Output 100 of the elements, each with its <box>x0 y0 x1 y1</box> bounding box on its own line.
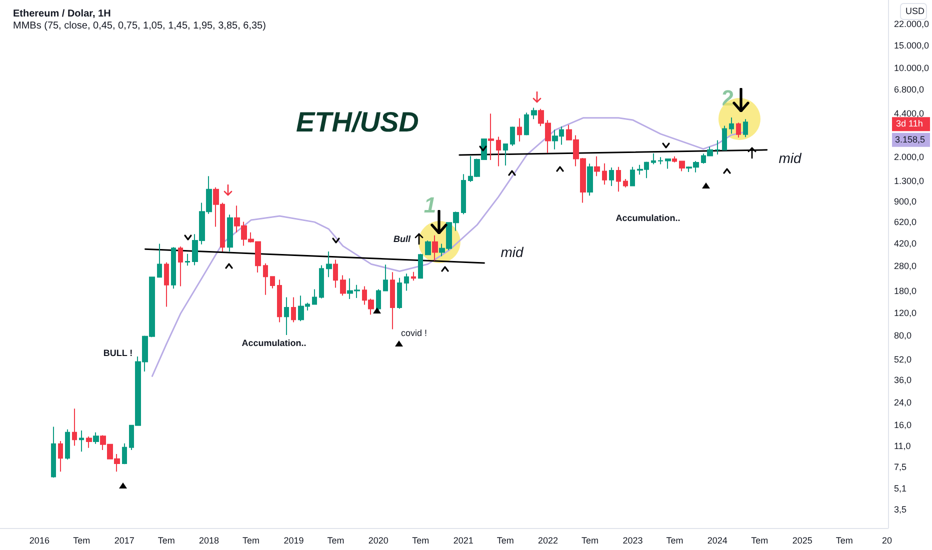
x-tick-label: 2017 <box>114 536 134 546</box>
text: USD <box>906 6 925 16</box>
candlestick <box>72 408 77 446</box>
candlestick <box>270 276 275 289</box>
candlestick <box>263 262 268 296</box>
y-tick-label: 420,0 <box>894 238 916 249</box>
candlestick <box>461 174 466 215</box>
candlestick <box>171 246 176 290</box>
candlestick <box>86 436 92 448</box>
x-tick-label: Tem <box>751 536 768 546</box>
y-tick-label: 16,0 <box>894 420 912 430</box>
x-tick-label: 2018 <box>199 536 220 546</box>
candlestick <box>510 126 515 146</box>
candlestick <box>65 428 70 460</box>
candlestick <box>284 296 289 336</box>
y-tick-label: 4.400,0 <box>894 108 924 118</box>
candlestick <box>722 125 727 151</box>
candlestick <box>531 107 537 120</box>
candlestick <box>609 167 614 186</box>
candlestick <box>122 442 127 465</box>
candlestick <box>623 178 628 188</box>
candlestick <box>340 274 346 296</box>
candlestick <box>425 240 431 256</box>
annotation: ETH/USD <box>296 106 419 138</box>
text: 3.158,5 <box>895 134 926 144</box>
text: Ethereum / Dolar, 1H <box>13 8 111 20</box>
y-tick-label: 6.800,0 <box>894 84 924 94</box>
candlestick <box>736 122 741 138</box>
y-tick-label: 15.000,0 <box>894 40 930 50</box>
candlestick <box>587 163 593 196</box>
y-tick-label: 3,5 <box>894 504 906 514</box>
candlestick <box>397 277 402 310</box>
candlestick <box>503 143 508 166</box>
candlestick <box>679 160 685 172</box>
candlestick <box>93 432 99 444</box>
annotation: mid <box>500 244 524 260</box>
y-tick-label: 24,0 <box>894 398 912 408</box>
y-tick-label: 1.300,0 <box>894 176 924 186</box>
candlestick <box>594 156 600 177</box>
y-tick-label: 180,0 <box>894 286 916 296</box>
x-tick-label: 2023 <box>622 536 643 546</box>
candlestick <box>178 246 183 287</box>
y-tick-label: 52,0 <box>894 354 912 365</box>
annotation: 1 <box>424 192 436 218</box>
annotation: BULL ! <box>103 348 133 358</box>
candlestick <box>496 136 501 167</box>
x-tick-label: Tem <box>242 536 260 546</box>
candlestick <box>326 251 332 278</box>
y-tick-label: 2.000,0 <box>894 152 924 162</box>
y-tick-label: 280,0 <box>894 261 916 272</box>
x-tick-label: Tem <box>582 536 599 546</box>
y-tick-label: 80,0 <box>894 330 912 341</box>
candlestick <box>658 156 663 165</box>
candlestick <box>411 271 416 282</box>
candlestick <box>333 259 338 288</box>
y-tick-label: 900,0 <box>894 196 916 206</box>
candlestick <box>164 262 169 308</box>
annotation: Accumulation.. <box>242 338 306 348</box>
x-tick-label: 2024 <box>707 536 728 546</box>
candlestick <box>672 156 677 163</box>
candlestick <box>291 296 296 323</box>
candlestick <box>51 426 56 478</box>
text: MMBs (75, close, 0,45, 0,75, 1,05, 1,45, 1,95, 3,85, 6,35) <box>13 20 266 32</box>
candlestick <box>517 118 522 142</box>
x-tick-label: Tem <box>496 536 514 546</box>
x-tick-label: 2025 <box>792 536 812 546</box>
y-tick-label: 120,0 <box>894 308 916 318</box>
x-tick-label: 2016 <box>29 536 50 546</box>
y-tick-label: 22.000,0 <box>894 19 930 30</box>
annotation: mid <box>778 150 802 166</box>
text: 3d 11h <box>896 118 923 129</box>
candlestick <box>383 264 388 292</box>
y-tick-label: 7,5 <box>894 462 906 472</box>
annotation: covid ! <box>400 328 428 338</box>
x-tick-label: Tem <box>327 536 344 546</box>
x-tick-label: 2022 <box>538 536 558 546</box>
candlestick <box>390 272 395 330</box>
candlestick <box>277 279 282 323</box>
candlestick <box>715 140 720 155</box>
candlestick <box>404 273 409 292</box>
candlestick <box>630 166 635 186</box>
x-tick-label: Tem <box>412 536 430 546</box>
candlestick <box>524 112 529 136</box>
candlestick <box>58 440 63 472</box>
candlestick <box>185 253 190 266</box>
x-tick-label: 20 <box>882 536 892 546</box>
candlestick <box>312 288 317 306</box>
candlestick <box>729 116 734 134</box>
candlestick <box>743 118 748 138</box>
candlestick <box>157 243 162 278</box>
y-tick-label: 11,0 <box>894 440 911 451</box>
x-tick-label: Tem <box>73 536 90 546</box>
candlestick <box>651 152 656 165</box>
x-tick-label: 2019 <box>284 536 304 546</box>
candlestick <box>432 234 438 262</box>
annotation: Bull <box>394 234 411 244</box>
candlestick <box>319 264 324 299</box>
candlestick <box>665 158 671 170</box>
x-tick-label: 2021 <box>453 536 474 546</box>
y-tick-label: 10.000,0 <box>894 62 930 73</box>
